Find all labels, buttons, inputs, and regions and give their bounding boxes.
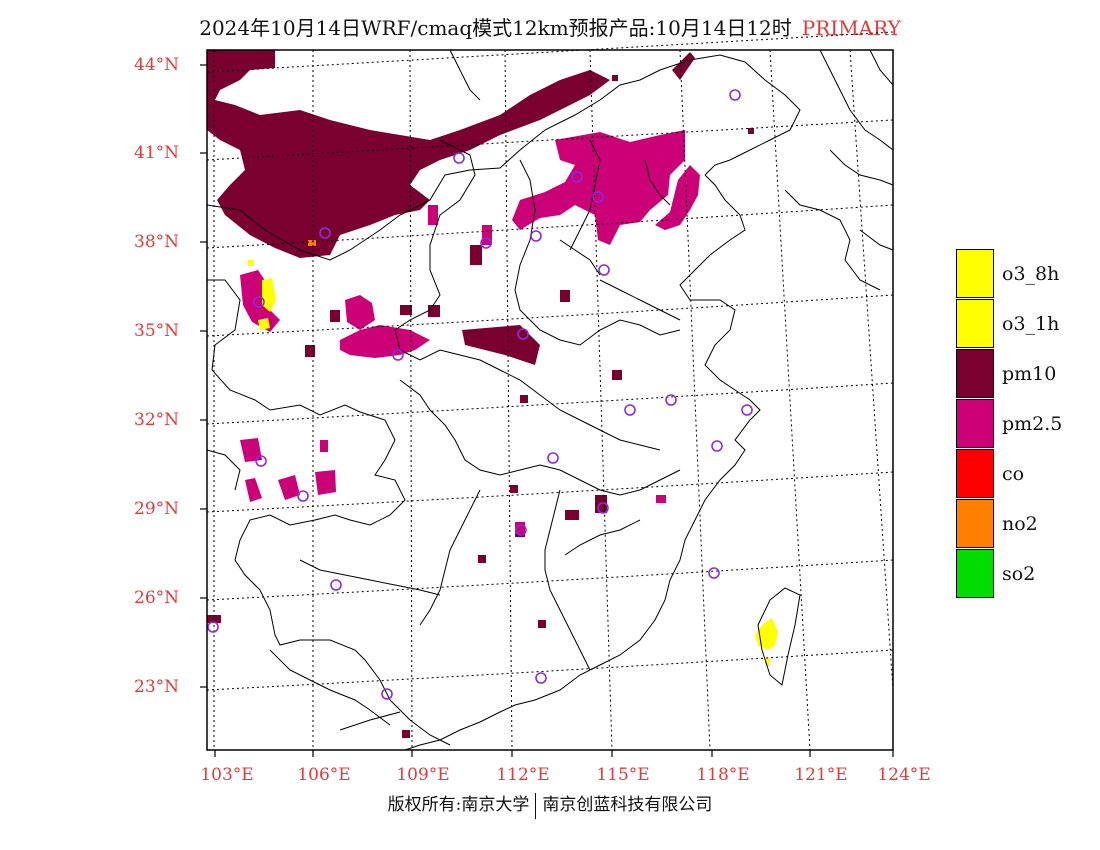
legend-swatch xyxy=(956,549,994,598)
lat-label-29: 29°N xyxy=(134,499,180,519)
legend-label: so2 xyxy=(1002,563,1036,585)
map-title: 2024年10月14日WRF/cmaq模式12km预报产品:10月14日12时 P… xyxy=(0,12,1100,41)
lon-label-103: 103°E xyxy=(200,765,254,785)
lat-label-38: 38°N xyxy=(134,232,180,252)
lat-label-41: 41°N xyxy=(134,143,180,163)
title-main: 2024年10月14日WRF/cmaq模式12km预报产品:10月14日12时 xyxy=(199,16,792,40)
footer-right: 南京创蓝科技有限公司 xyxy=(542,795,713,815)
lat-label-23: 23°N xyxy=(134,677,180,697)
legend-swatch xyxy=(956,449,994,498)
station-markers xyxy=(207,89,753,700)
lon-label-115: 115°E xyxy=(596,765,650,785)
legend-label: co xyxy=(1002,463,1025,485)
legend-swatch xyxy=(956,349,994,398)
lon-label-124: 124°E xyxy=(877,765,931,785)
footer-separator xyxy=(535,792,537,819)
title-tag: PRIMARY xyxy=(801,16,901,40)
copyright-footer: 版权所有:南京大学 南京创蓝科技有限公司 xyxy=(0,790,1100,819)
lat-label-32: 32°N xyxy=(134,410,180,430)
legend-label: pm2.5 xyxy=(1002,413,1063,435)
o3-field xyxy=(248,260,778,666)
legend-label: no2 xyxy=(1002,513,1038,535)
boundaries xyxy=(206,49,894,751)
legend-swatch xyxy=(956,249,994,298)
lon-label-109: 109°E xyxy=(396,765,450,785)
lon-label-112: 112°E xyxy=(496,765,550,785)
legend-swatch xyxy=(956,399,994,448)
legend-label: pm10 xyxy=(1002,363,1057,385)
graticule xyxy=(206,31,894,751)
lon-label-106: 106°E xyxy=(297,765,351,785)
lat-label-26: 26°N xyxy=(134,588,180,608)
map-frame xyxy=(206,49,894,751)
no2-patch xyxy=(308,240,316,246)
legend-label: o3_1h xyxy=(1002,313,1060,335)
tick-marks xyxy=(200,64,894,757)
footer-left: 版权所有:南京大学 xyxy=(387,795,530,815)
lon-label-121: 121°E xyxy=(794,765,848,785)
legend-label: o3_8h xyxy=(1002,263,1060,285)
lat-label-44: 44°N xyxy=(134,55,180,75)
legend-swatch xyxy=(956,499,994,548)
pm25-field xyxy=(240,130,700,534)
legend-swatch xyxy=(956,299,994,348)
lon-label-118: 118°E xyxy=(696,765,750,785)
lat-label-35: 35°N xyxy=(134,321,180,341)
